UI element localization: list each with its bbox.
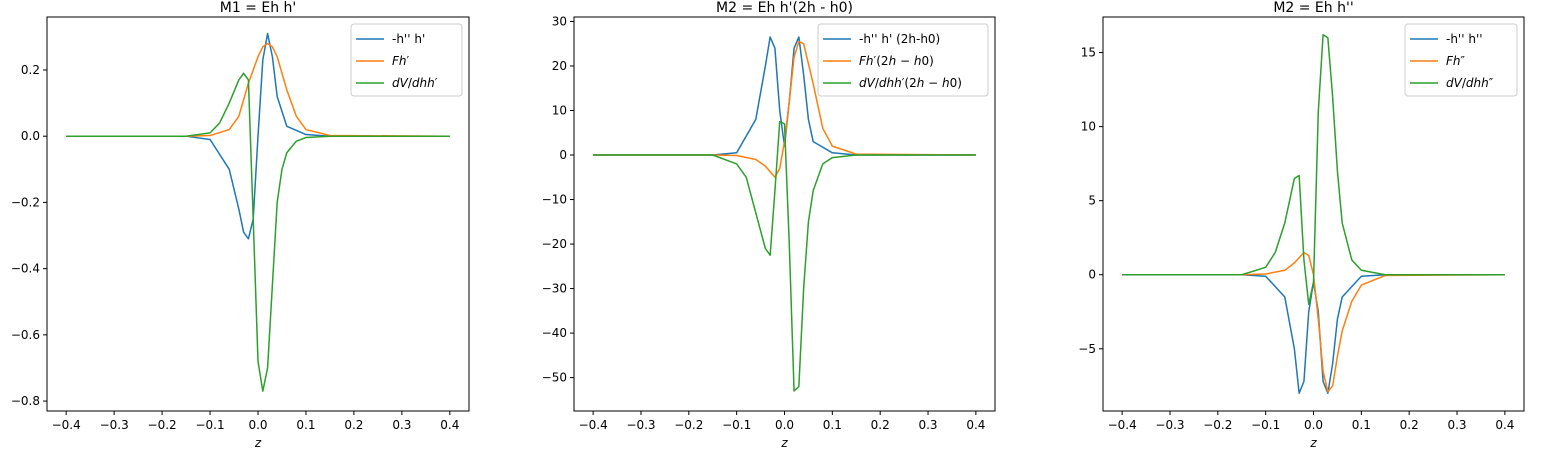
x-tick-label: −0.3 bbox=[1155, 418, 1184, 432]
x-tick-label: 0.3 bbox=[918, 418, 937, 432]
x-tick-label: −0.4 bbox=[579, 418, 608, 432]
x-tick-label: 0.2 bbox=[344, 418, 363, 432]
x-tick-label: 0.2 bbox=[1400, 418, 1419, 432]
legend-label: Fh′(2h − h0) bbox=[859, 54, 934, 68]
x-tick-label: −0.4 bbox=[52, 418, 81, 432]
x-tick-label: 0.0 bbox=[775, 418, 794, 432]
y-tick-label: −10 bbox=[542, 193, 567, 207]
y-tick-label: −50 bbox=[542, 371, 567, 385]
legend-label: Fh′ bbox=[392, 54, 410, 68]
y-tick-label: −30 bbox=[542, 282, 567, 296]
x-tick-label: 0.4 bbox=[1495, 418, 1514, 432]
chart-panel-3: M2 = Eh h'' −0.4 −0.3 −0.2 −0.1 0.0 0.1 0.2 0.3 0… bbox=[1078, 0, 1525, 450]
x-tick-label: −0.3 bbox=[626, 418, 655, 432]
x-tick-label: −0.2 bbox=[1203, 418, 1232, 432]
series-line-3 bbox=[66, 72, 450, 392]
chart-title: M2 = Eh h'(2h - h0) bbox=[716, 0, 853, 16]
legend-label: -h'' h'' bbox=[1446, 32, 1483, 46]
legend-label: dV/dhh″ bbox=[1446, 76, 1494, 90]
x-tick-label: 0.3 bbox=[1447, 418, 1466, 432]
chart-title: M2 = Eh h'' bbox=[1273, 0, 1353, 16]
y-tick-label: 5 bbox=[1088, 194, 1096, 208]
x-tick-label: 0.4 bbox=[440, 418, 459, 432]
legend-label: dV/dhh′(2h − h0) bbox=[859, 76, 962, 90]
y-tick-label: 0.2 bbox=[21, 63, 40, 77]
y-tick-label: 30 bbox=[552, 14, 567, 28]
legend-label: -h'' h' bbox=[392, 32, 425, 46]
chart-title: M1 = Eh h' bbox=[220, 0, 297, 16]
x-tick-label: −0.1 bbox=[1251, 418, 1280, 432]
x-tick-label: −0.2 bbox=[148, 418, 177, 432]
x-tick-label: 0.2 bbox=[871, 418, 890, 432]
y-tick-label: −0.8 bbox=[11, 394, 40, 408]
legend-label: -h'' h' (2h-h0) bbox=[859, 32, 940, 46]
y-tick-label: 20 bbox=[552, 59, 567, 73]
x-tick-label: −0.2 bbox=[674, 418, 703, 432]
chart-panel-1: M1 = Eh h' −0.4 −0.3 −0.2 −0.1 0.0 0.1 0.2 0.3 0.… bbox=[11, 0, 470, 450]
x-tick-label: −0.4 bbox=[1108, 418, 1137, 432]
x-tick-label: 0.4 bbox=[966, 418, 985, 432]
x-axis-label: z bbox=[780, 436, 788, 450]
y-tick-label: −0.4 bbox=[11, 262, 40, 276]
legend-box bbox=[817, 23, 989, 97]
chart-panel-2: M2 = Eh h'(2h - h0) −0.4 −0.3 −0.2 −0.1 0.0 0.… bbox=[542, 0, 996, 450]
x-axis-label: z bbox=[1309, 436, 1317, 450]
y-tick-label: 15 bbox=[1081, 46, 1096, 60]
series-line-3 bbox=[593, 120, 976, 392]
series-line-1 bbox=[66, 32, 450, 240]
y-tick-label: −0.2 bbox=[11, 195, 40, 209]
legend-box bbox=[1404, 23, 1518, 97]
x-tick-label: 0.0 bbox=[1304, 418, 1323, 432]
x-tick-label: −0.1 bbox=[195, 418, 224, 432]
series-line-2 bbox=[593, 40, 976, 179]
legend-box bbox=[350, 23, 463, 97]
legend: -h'' h' (2h-h0) Fh′(2h − h0) dV/dhh′(2h − … bbox=[817, 23, 989, 97]
y-tick-label: −0.6 bbox=[11, 328, 40, 342]
legend: -h'' h' Fh′ dV/dhh′ bbox=[350, 23, 463, 97]
y-tick-label: 0.0 bbox=[21, 129, 40, 143]
y-tick-label: 10 bbox=[552, 103, 567, 117]
y-tick-label: −40 bbox=[542, 326, 567, 340]
y-tick-label: 10 bbox=[1081, 120, 1096, 134]
y-tick-label: −5 bbox=[1078, 342, 1096, 356]
x-tick-label: −0.1 bbox=[722, 418, 751, 432]
x-tick-label: 0.1 bbox=[823, 418, 842, 432]
series-line-1 bbox=[1122, 273, 1505, 394]
legend-label: dV/dhh′ bbox=[392, 76, 438, 90]
legend: -h'' h'' Fh″ dV/dhh″ bbox=[1404, 23, 1518, 97]
legend-label: Fh″ bbox=[1446, 54, 1466, 68]
x-tick-label: −0.3 bbox=[100, 418, 129, 432]
x-tick-label: 0.3 bbox=[392, 418, 411, 432]
series-line-2 bbox=[66, 42, 450, 137]
y-tick-label: 0 bbox=[1088, 268, 1096, 282]
x-axis-label: z bbox=[254, 436, 262, 450]
series-line-2 bbox=[1122, 251, 1505, 393]
x-tick-label: 0.1 bbox=[1352, 418, 1371, 432]
series-line-3 bbox=[1122, 34, 1505, 306]
y-tick-label: 0 bbox=[559, 148, 567, 162]
x-tick-label: 0.0 bbox=[248, 418, 267, 432]
x-tick-label: 0.1 bbox=[296, 418, 315, 432]
y-tick-label: −20 bbox=[542, 237, 567, 251]
